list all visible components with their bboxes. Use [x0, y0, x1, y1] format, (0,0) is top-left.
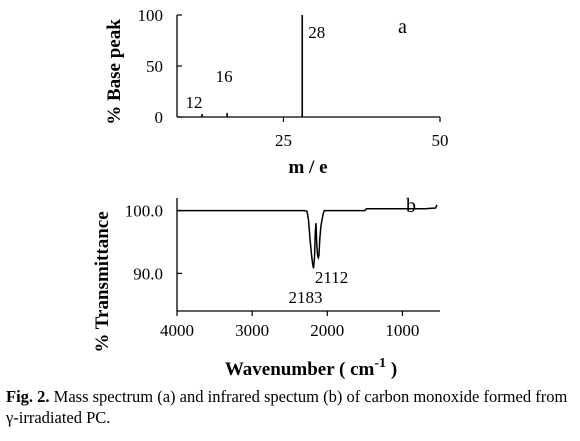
caption-text: Mass spectrum (a) and infrared spectum (… [6, 387, 568, 427]
ir-x-label-superscript: -1 [374, 356, 386, 371]
ir-y-tick-label: 100.0 [125, 202, 163, 221]
mass-peak-label: 16 [216, 67, 233, 86]
ir-x-label-main: Wavenumber ( cm [225, 359, 375, 380]
caption-label: Fig. 2. [6, 387, 50, 406]
mass-peak-label: 12 [186, 93, 203, 112]
ir-spectrum-trace [177, 204, 438, 269]
mass-y-tick-label: 50 [146, 57, 163, 76]
ir-peak-label: 2112 [315, 268, 348, 287]
mass-spectrum-panel-label: a [398, 16, 407, 38]
mass-y-tick-label: 0 [155, 108, 164, 127]
ir-x-tick-label: 1000 [385, 321, 419, 340]
ir-x-label-end: ) [386, 359, 397, 380]
ir-spectrum-x-label: Wavenumber ( cm-1 ) [225, 356, 397, 380]
mass-spectrum-x-label: m / e [288, 157, 327, 178]
ir-spectrum-y-label: % Transmittance [92, 211, 113, 352]
figure-caption: Fig. 2. Mass spectrum (a) and infrared s… [6, 386, 576, 428]
ir-y-tick-label: 90.0 [133, 264, 163, 283]
ir-x-tick-label: 2000 [310, 321, 344, 340]
ir-x-tick-label: 3000 [235, 321, 269, 340]
mass-spectrum-panel: 0 50 100 25 50 12 16 28 a m / e % Base peak [104, 6, 449, 178]
mass-peak-label: 28 [308, 23, 325, 42]
ir-peak-label: 2183 [289, 288, 323, 307]
mass-y-tick-label: 100 [138, 6, 164, 25]
ir-spectrum-panel-label: b [406, 195, 416, 217]
mass-spectrum-y-label: % Base peak [104, 19, 125, 125]
mass-x-tick-label: 50 [432, 131, 449, 150]
mass-x-tick-label: 25 [275, 131, 292, 150]
ir-x-tick-label: 4000 [160, 321, 194, 340]
